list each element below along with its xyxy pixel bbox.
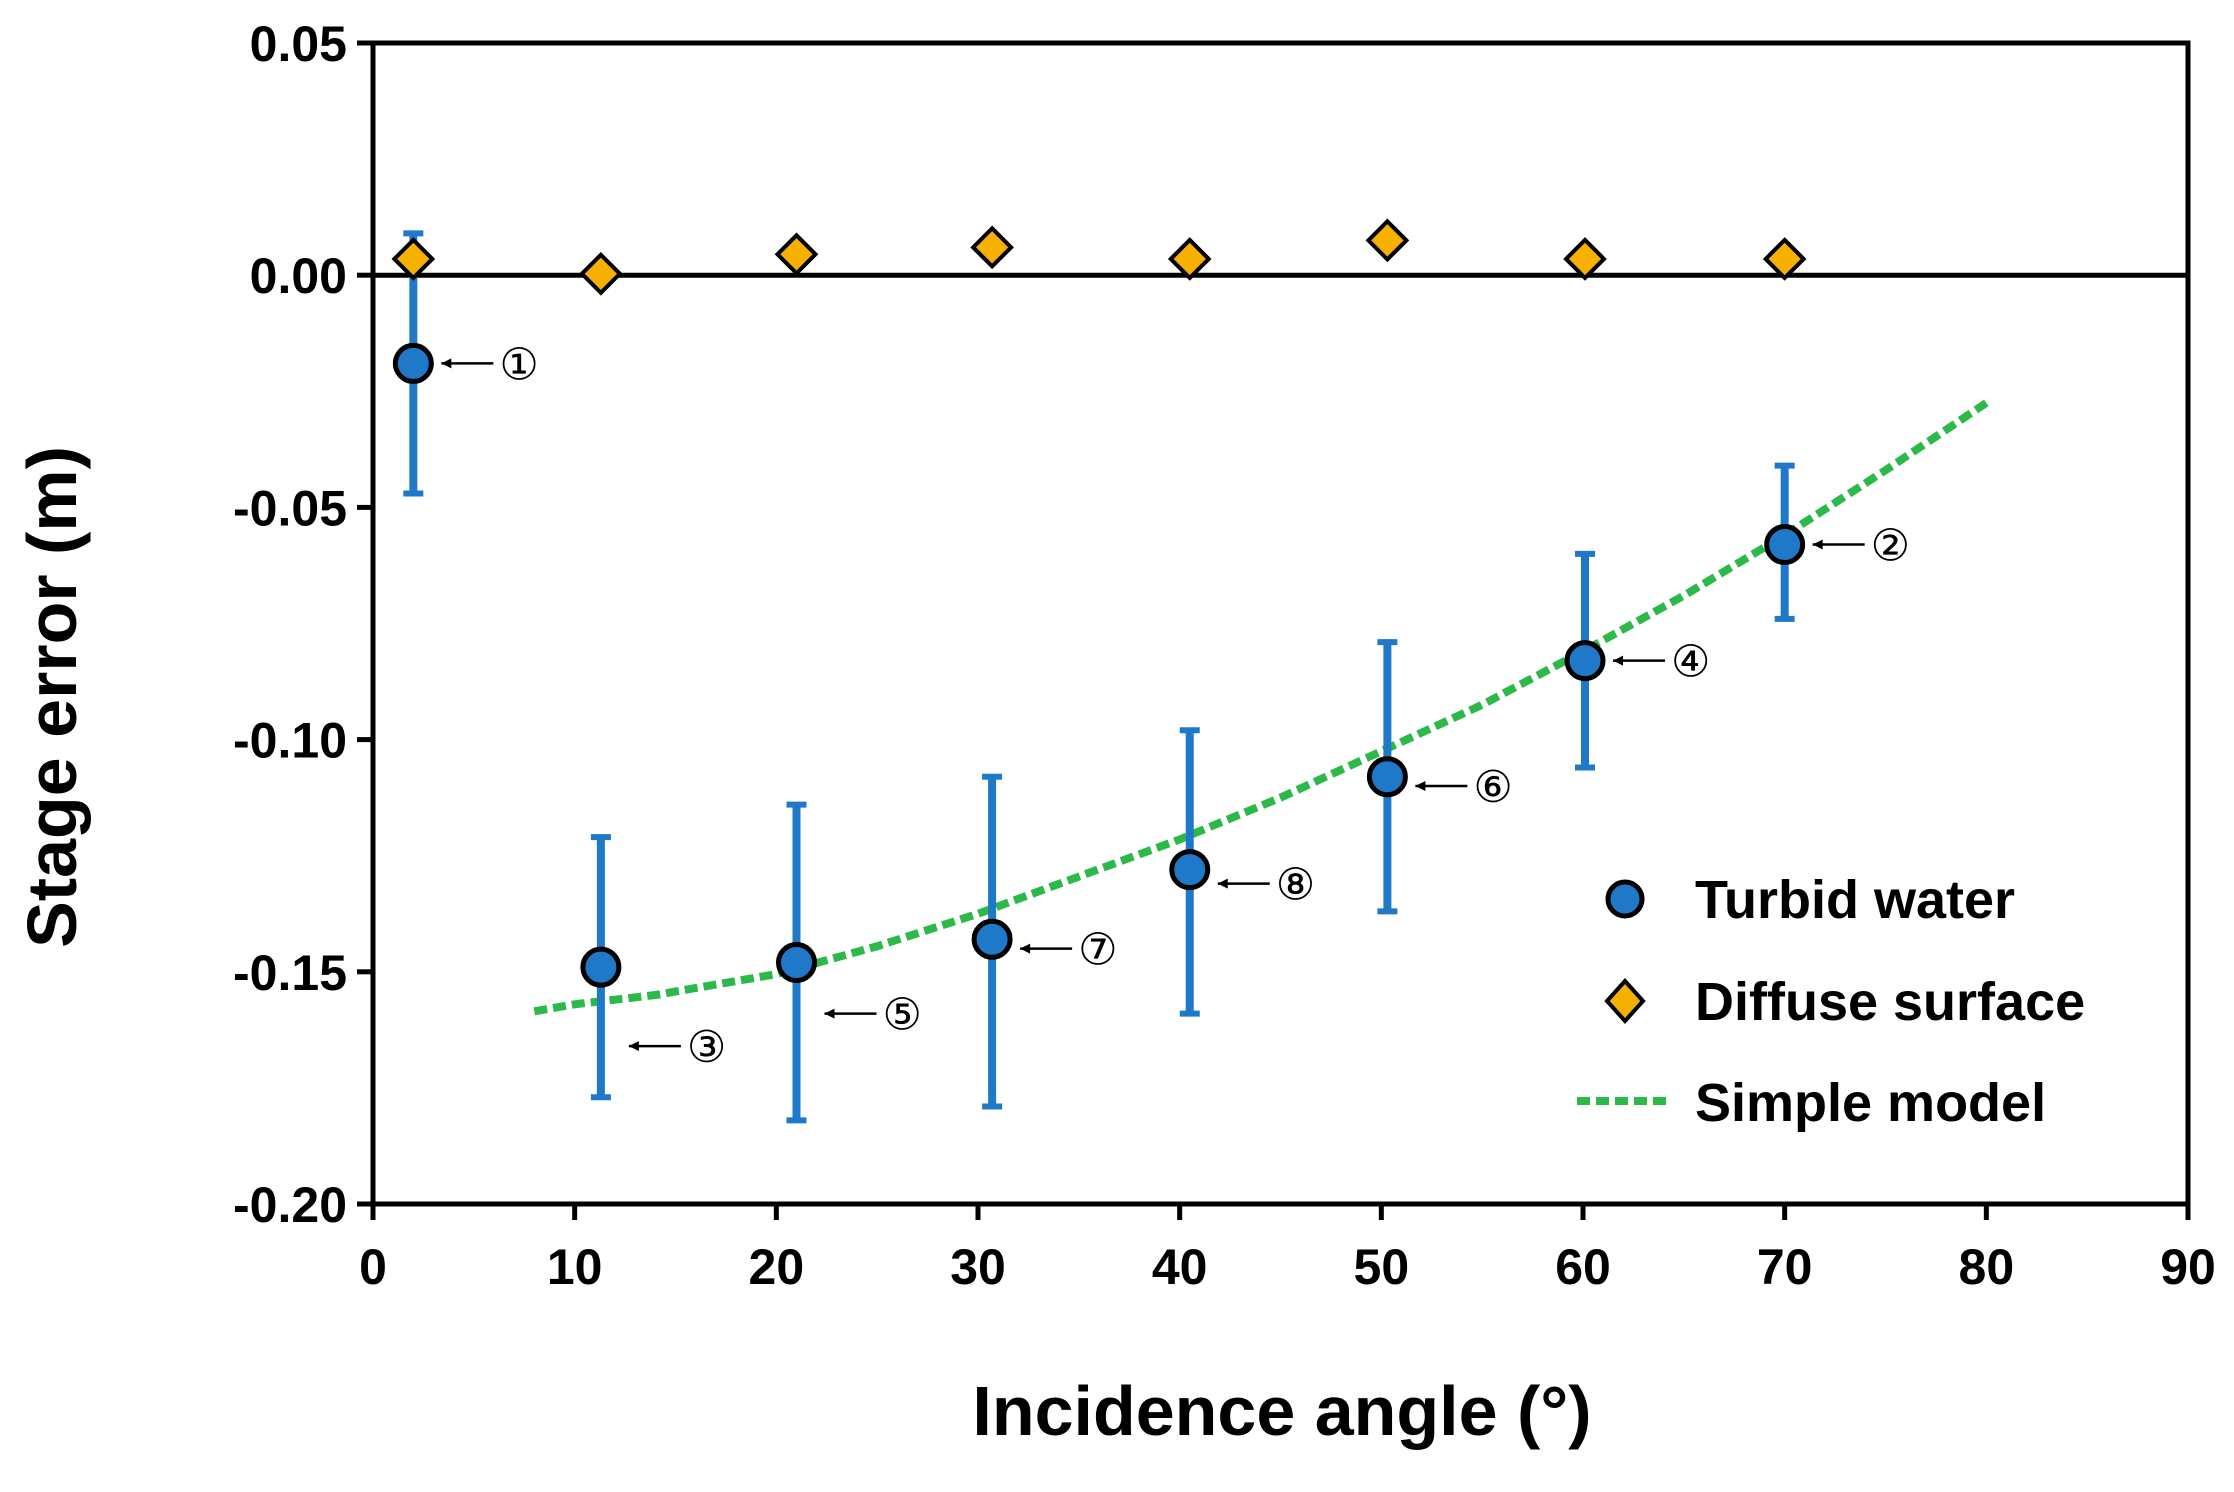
point-annotations: ① ② ③ ④ ⑤ ⑥ ⑦ ⑧ <box>441 339 1910 1073</box>
diffuse-surface-point <box>579 251 623 296</box>
y-tick-label: -0.05 <box>233 480 347 536</box>
annotation-label: ⑧ <box>1276 860 1315 911</box>
y-tick-label: -0.20 <box>233 1177 347 1233</box>
y-axis-ticks: 0.05 0.00 -0.05 -0.10 -0.15 -0.20 <box>233 16 373 1233</box>
diffuse-surface-point <box>1762 237 1807 281</box>
x-tick-label: 0 <box>359 1239 387 1295</box>
simple-model-series <box>533 399 1989 1016</box>
turbid-water-point <box>1366 756 1408 798</box>
legend-turbid-water-marker <box>1605 879 1645 919</box>
diffuse-surface-point <box>391 237 436 281</box>
annotation-arrowhead <box>1812 539 1823 550</box>
x-tick-label: 30 <box>950 1239 1006 1295</box>
annotation-arrowhead <box>441 358 452 369</box>
annotation-arrowhead <box>1613 655 1624 666</box>
diffuse-surface-point <box>970 225 1014 270</box>
y-axis-title: Stage error (m) <box>13 446 91 948</box>
diffuse-surface-point <box>1563 237 1607 281</box>
x-tick-label: 60 <box>1555 1239 1611 1295</box>
annotation-arrowhead <box>1020 943 1031 954</box>
x-axis-ticks: 0 10 20 30 40 50 60 70 80 90 <box>359 1204 2216 1295</box>
diffuse-surface-series <box>391 218 1807 296</box>
diffuse-surface-point <box>1167 237 1212 281</box>
x-tick-label: 40 <box>1152 1239 1208 1295</box>
annotation-arrowhead <box>628 1041 639 1052</box>
y-tick-label: 0.00 <box>250 248 347 304</box>
annotation-arrowhead <box>1217 878 1228 889</box>
simple-model-line <box>533 399 1989 1016</box>
legend-item-diffuse-surface: Diffuse surface <box>1604 972 2085 1032</box>
y-tick-label: 0.05 <box>250 16 347 72</box>
annotation-label: ③ <box>687 1022 726 1073</box>
turbid-water-series <box>392 342 1806 988</box>
turbid-water-point <box>776 942 817 984</box>
turbid-water-point <box>580 946 622 988</box>
y-tick-label: -0.15 <box>233 945 347 1001</box>
turbid-water-point <box>1564 640 1606 682</box>
annotation-label: ⑦ <box>1078 925 1117 976</box>
annotation-label: ④ <box>1671 637 1710 688</box>
turbid-water-point <box>971 918 1013 960</box>
annotation-arrowhead <box>824 1008 835 1019</box>
annotation-arrowhead <box>1415 781 1426 792</box>
legend: Turbid water Diffuse surface Simple mode… <box>1577 870 2085 1133</box>
x-tick-label: 50 <box>1354 1239 1410 1295</box>
legend-diffuse-surface-marker <box>1604 978 1646 1024</box>
y-tick-label: -0.10 <box>233 713 347 769</box>
legend-item-turbid-water: Turbid water <box>1605 870 2015 930</box>
legend-diffuse-surface-label: Diffuse surface <box>1695 972 2085 1032</box>
x-tick-label: 20 <box>749 1239 805 1295</box>
annotation-label: ① <box>499 339 538 390</box>
annotation-label: ⑤ <box>883 990 922 1041</box>
turbid-water-point <box>392 342 434 384</box>
legend-turbid-water-label: Turbid water <box>1695 870 2015 930</box>
x-tick-label: 80 <box>1959 1239 2015 1295</box>
x-tick-label: 10 <box>547 1239 603 1295</box>
annotation-label: ⑥ <box>1473 762 1512 813</box>
legend-simple-model-label: Simple model <box>1695 1073 2046 1133</box>
x-tick-label: 70 <box>1757 1239 1813 1295</box>
turbid-water-point <box>1169 849 1211 891</box>
plot-area <box>370 40 2191 1207</box>
legend-item-simple-model: Simple model <box>1577 1073 2046 1133</box>
annotation-label: ② <box>1871 521 1910 572</box>
turbid-water-point <box>1764 524 1806 566</box>
x-axis-title: Incidence angle (°) <box>972 1372 1591 1450</box>
diffuse-surface-point <box>1365 218 1410 263</box>
diffuse-surface-point <box>774 232 819 277</box>
x-tick-label: 90 <box>2160 1239 2216 1295</box>
plot-frame <box>370 40 2191 1207</box>
